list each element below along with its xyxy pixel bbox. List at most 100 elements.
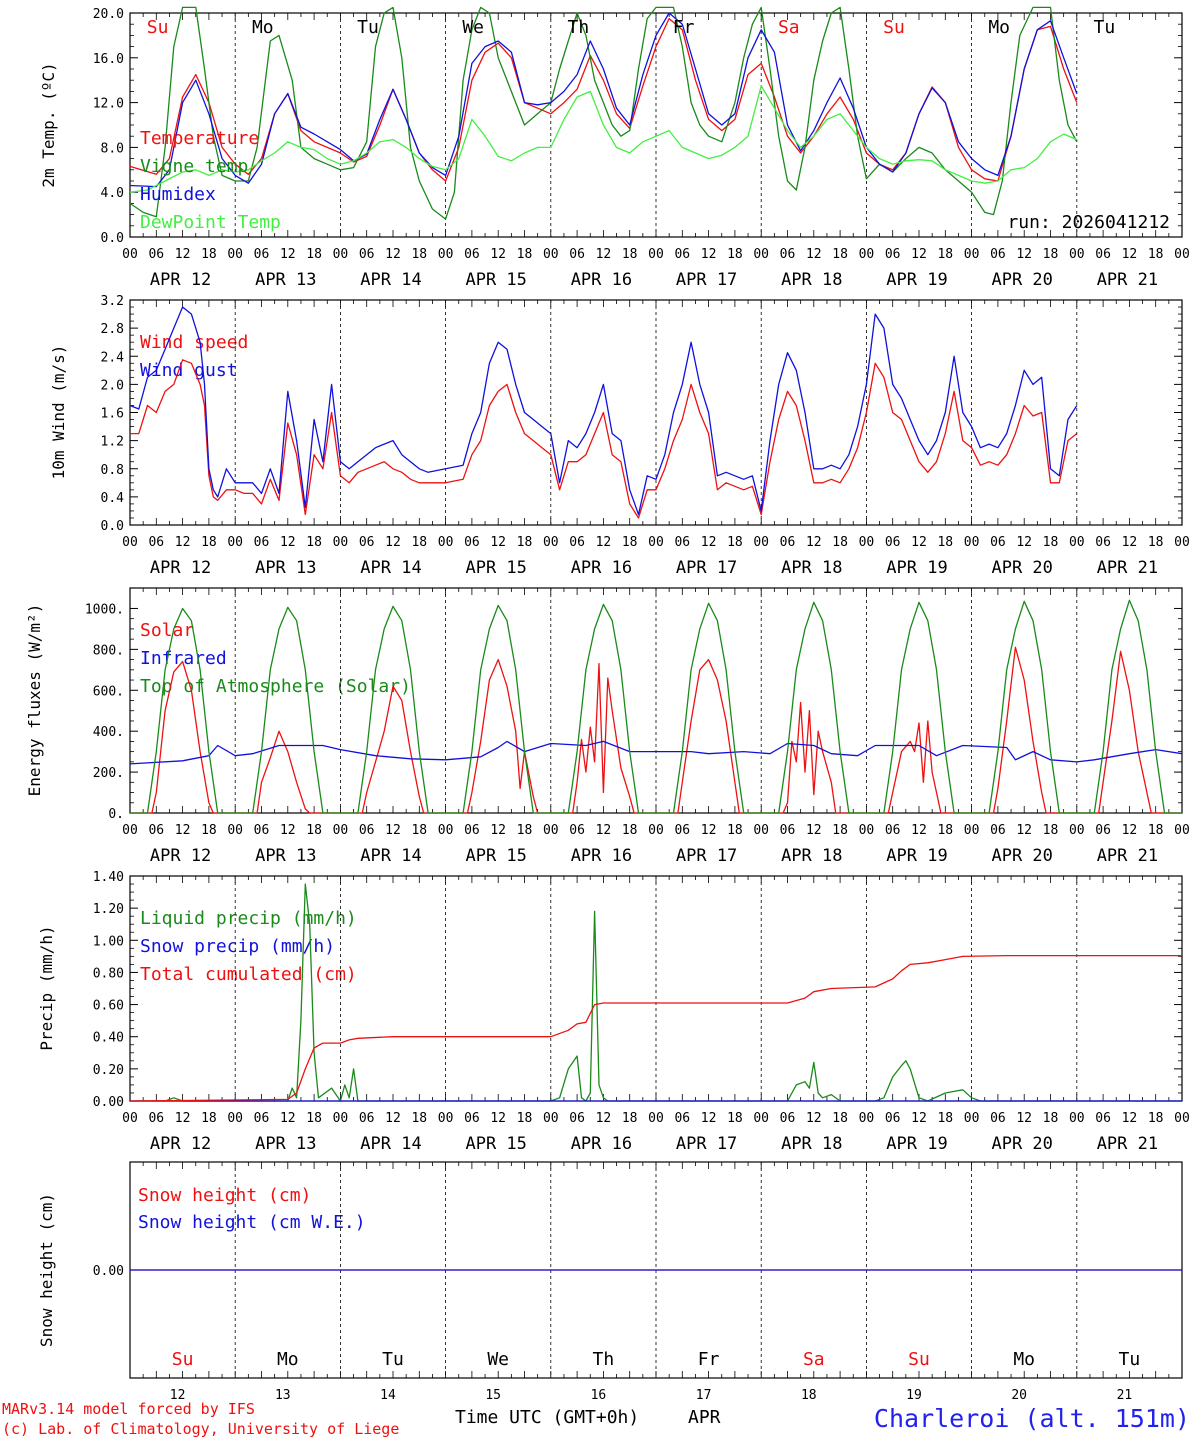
hour-tick-label: 18 (622, 535, 638, 550)
date-label: APR 20 (991, 846, 1052, 866)
day-name-top: Tu (1094, 17, 1116, 38)
hour-tick-label: 00 (227, 1111, 243, 1126)
hour-tick-label: 06 (148, 1111, 164, 1126)
x-axis-title: Time UTC (GMT+0h) (455, 1407, 639, 1428)
fluxes-panel-frame (129, 587, 1183, 814)
legend-snow-precip: Snow precip (mm/h) (140, 936, 335, 957)
hour-tick-label: 06 (569, 1111, 585, 1126)
y-tick-label: 0. (108, 807, 124, 822)
date-label: APR 17 (676, 270, 737, 290)
y-tick-label: 0.00 (93, 1095, 124, 1110)
y-tick-label: 1.00 (93, 934, 124, 949)
hour-tick-label: 00 (543, 823, 559, 838)
series-line-dewpoint-temp (129, 85, 1078, 193)
hour-tick-label: 18 (1148, 535, 1164, 550)
wind-panel-frame (129, 299, 1183, 526)
date-label: APR 12 (150, 558, 211, 578)
hour-tick-label: 06 (780, 535, 796, 550)
y-tick-label: 12.0 (93, 97, 124, 112)
y-tick-label: 0.20 (93, 1063, 124, 1078)
hour-tick-label: 18 (1148, 823, 1164, 838)
day-number: 17 (696, 1388, 712, 1403)
legend-wind-speed: Wind speed (140, 332, 248, 353)
hour-tick-label: 00 (859, 535, 875, 550)
generated-chart-layer: 0.04.08.012.016.020.000 06 12 18 00 06 12 18 00 0… (85, 6, 1190, 1403)
hour-tick-label: 06 (885, 823, 901, 838)
hour-tick-label: 06 (1095, 823, 1111, 838)
hour-tick-label: 18 (517, 247, 533, 262)
series-line-liquid-precip-mm-h (130, 883, 1182, 1102)
date-label: APR 16 (571, 558, 632, 578)
date-label: APR 13 (255, 270, 316, 290)
hour-tick-label: 06 (464, 247, 480, 262)
y-tick-label: 2.4 (101, 350, 125, 365)
hour-tick-label: 00 (1174, 823, 1190, 838)
hour-tick-label: 12 (1122, 247, 1138, 262)
precip-ylabel: Precip (mm/h) (37, 925, 56, 1050)
legend-liquid-precip: Liquid precip (mm/h) (140, 908, 357, 929)
hour-tick-label: 06 (674, 535, 690, 550)
hour-tick-label: 18 (727, 1111, 743, 1126)
hour-tick-label: 00 (122, 535, 138, 550)
series-line-vigne-temp (129, 6, 1078, 220)
date-label: APR 21 (1097, 846, 1158, 866)
hour-tick-label: 06 (254, 247, 270, 262)
hour-tick-label: 00 (753, 823, 769, 838)
series-line-total-cumulated-cm (129, 954, 1182, 1102)
day-name-bottom: We (487, 1349, 509, 1370)
day-name-top: Mo (252, 17, 274, 38)
hour-tick-label: 18 (517, 1111, 533, 1126)
hour-tick-label: 06 (990, 535, 1006, 550)
hour-tick-label: 00 (1174, 535, 1190, 550)
hour-tick-label: 00 (122, 247, 138, 262)
hour-tick-label: 18 (1148, 247, 1164, 262)
hour-tick-label: 00 (543, 535, 559, 550)
hour-tick-label: 12 (280, 247, 296, 262)
hour-tick-label: 12 (806, 535, 822, 550)
hour-tick-label: 18 (201, 823, 217, 838)
day-number: 15 (485, 1388, 501, 1403)
hour-tick-label: 12 (1016, 247, 1032, 262)
date-label: APR 16 (571, 846, 632, 866)
hour-tick-label: 12 (175, 823, 191, 838)
hour-tick-label: 18 (1043, 247, 1059, 262)
y-tick-label: 20.0 (93, 7, 124, 22)
fluxes-ylabel: Energy fluxes (W/m²) (25, 604, 44, 797)
hour-tick-label: 18 (937, 535, 953, 550)
hour-tick-label: 06 (885, 1111, 901, 1126)
wind-ylabel: 10m Wind (m/s) (49, 345, 68, 480)
day-number: 13 (275, 1388, 291, 1403)
hour-tick-label: 00 (964, 823, 980, 838)
y-tick-label: 400. (93, 725, 124, 740)
hour-tick-label: 00 (438, 823, 454, 838)
legend-snow-height: Snow height (cm) (138, 1185, 311, 1206)
hour-tick-label: 00 (753, 247, 769, 262)
hour-tick-label: 12 (385, 823, 401, 838)
legend-vigne-temp: Vigne temp (140, 156, 248, 177)
day-number: 16 (591, 1388, 607, 1403)
hour-tick-label: 06 (1095, 247, 1111, 262)
date-label: APR 12 (150, 1134, 211, 1154)
hour-tick-label: 06 (569, 535, 585, 550)
date-label: APR 16 (571, 1134, 632, 1154)
day-name-top: We (462, 17, 484, 38)
hour-tick-label: 00 (122, 1111, 138, 1126)
hour-tick-label: 12 (911, 823, 927, 838)
hour-tick-label: 18 (1148, 1111, 1164, 1126)
y-tick-label: 0.4 (101, 491, 125, 506)
hour-tick-label: 12 (806, 823, 822, 838)
hour-tick-label: 00 (333, 1111, 349, 1126)
hour-tick-label: 00 (648, 823, 664, 838)
hour-tick-label: 12 (911, 535, 927, 550)
date-label: APR 15 (465, 558, 526, 578)
date-label: APR 19 (886, 558, 947, 578)
date-label: APR 14 (360, 846, 421, 866)
date-label: APR 15 (465, 846, 526, 866)
hour-tick-label: 00 (753, 535, 769, 550)
hour-tick-label: 18 (411, 247, 427, 262)
hour-tick-label: 18 (411, 1111, 427, 1126)
hour-tick-label: 06 (254, 535, 270, 550)
day-number: 21 (1117, 1388, 1133, 1403)
hour-tick-label: 06 (780, 247, 796, 262)
hour-tick-label: 00 (648, 247, 664, 262)
